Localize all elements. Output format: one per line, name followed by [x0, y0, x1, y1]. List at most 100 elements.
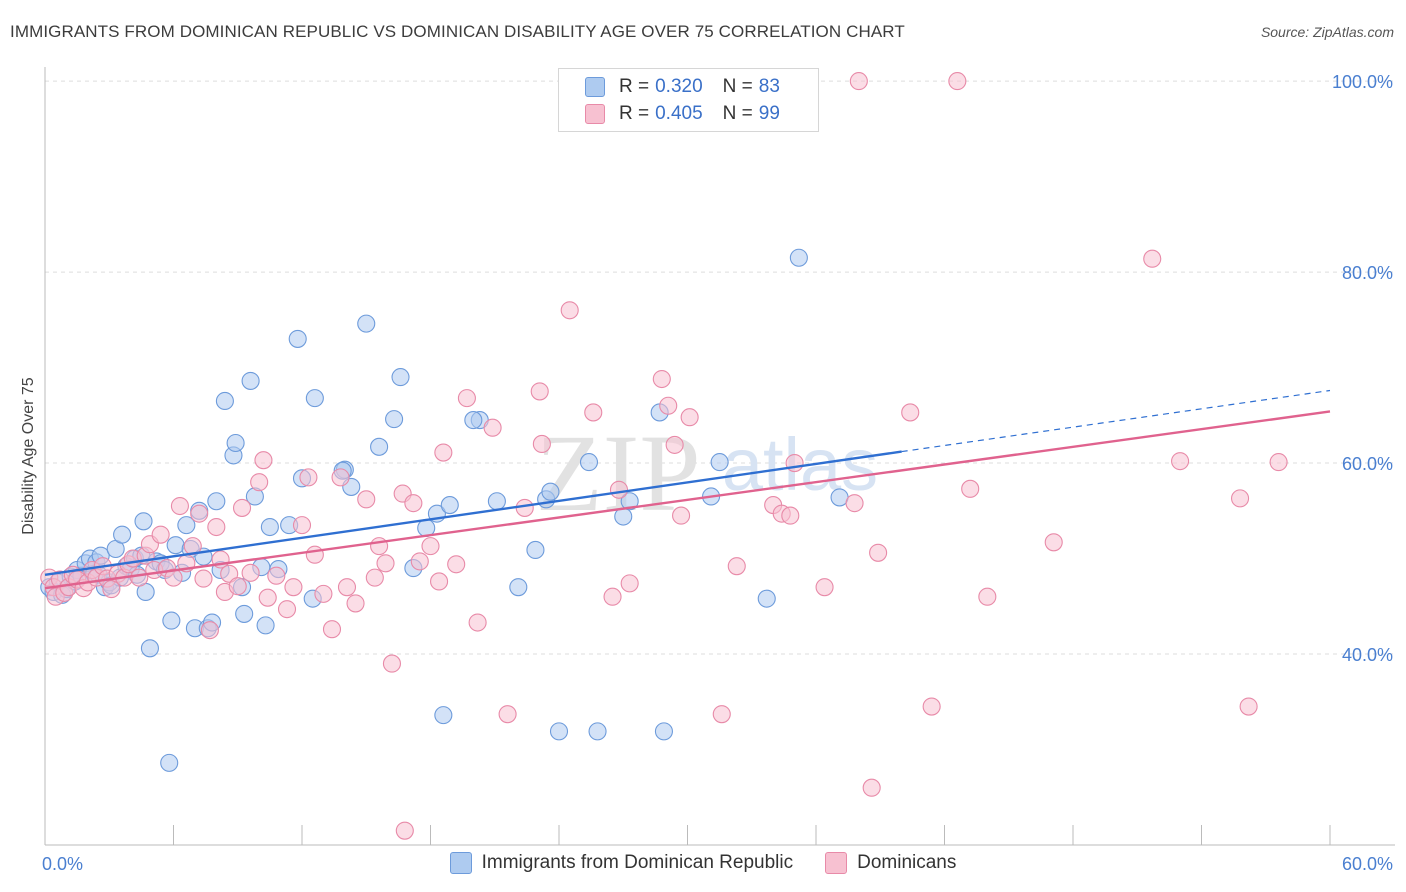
point-immigrants [134, 512, 153, 531]
legend-row-blue: R = 0.320 N = 83 [585, 75, 780, 99]
point-dominicans [1269, 453, 1288, 472]
point-dominicans [346, 594, 365, 613]
point-immigrants [487, 492, 506, 511]
legend-label-dominicans: Dominicans [857, 852, 957, 873]
legend-swatch-blue [585, 77, 605, 97]
point-dominicans [421, 537, 440, 556]
legend-r-value: 0.320 [655, 76, 703, 97]
point-dominicans [1143, 249, 1162, 268]
y-tick-label: 40.0% [1342, 645, 1393, 665]
point-dominicans [1239, 697, 1258, 716]
point-dominicans [609, 480, 629, 499]
point-dominicans [948, 72, 967, 91]
y-tick-label: 80.0% [1342, 263, 1393, 283]
point-dominicans [190, 504, 209, 523]
point-dominicans [314, 584, 333, 603]
point-dominicans [331, 468, 350, 487]
point-immigrants [160, 753, 179, 772]
watermark: ZIP atlas [536, 412, 879, 534]
point-immigrants [579, 453, 599, 472]
point-dominicans [430, 572, 449, 591]
point-dominicans [194, 569, 213, 588]
legend-item-immigrants[interactable]: Immigrants from Dominican Republic [449, 852, 794, 874]
source-label: Source: ZipAtlas.com [1260, 24, 1394, 40]
point-immigrants [654, 722, 673, 741]
point-dominicans [207, 517, 226, 537]
legend-label-immigrants: Immigrants from Dominican Republic [481, 852, 794, 873]
point-immigrants [260, 517, 279, 537]
point-dominicans [515, 498, 534, 517]
point-dominicans [151, 525, 170, 544]
legend-swatch-blue [449, 852, 472, 874]
point-dominicans [250, 473, 269, 492]
point-dominicans [337, 578, 357, 597]
point-immigrants [370, 437, 389, 456]
point-dominicans [1231, 489, 1250, 508]
point-immigrants [241, 371, 260, 390]
point-dominicans [584, 403, 603, 422]
point-dominicans [620, 574, 639, 593]
point-dominicans [376, 554, 395, 573]
point-dominicans [457, 389, 476, 408]
chart-title: IMMIGRANTS FROM DOMINICAN REPUBLIC VS DO… [10, 22, 905, 41]
legend-r-label: R = [619, 76, 650, 97]
x-tick-label: 60.0% [1342, 854, 1393, 874]
point-dominicans [284, 578, 303, 597]
axes [44, 67, 1395, 846]
point-immigrants [464, 411, 483, 430]
legend-n-value: 83 [758, 76, 780, 97]
legend-n-value: 99 [758, 103, 780, 124]
point-dominicans [200, 621, 219, 640]
point-dominicans [365, 568, 384, 587]
trend-line-dominicans [44, 410, 1331, 590]
legend-swatch-pink [825, 852, 848, 874]
point-dominicans [532, 434, 551, 454]
point-dominicans [560, 301, 579, 320]
point-dominicans [299, 468, 318, 487]
point-immigrants [541, 482, 560, 501]
point-dominicans [530, 382, 549, 401]
point-immigrants [235, 604, 254, 623]
point-immigrants [177, 516, 196, 535]
legend-item-dominicans[interactable]: Dominicans [825, 852, 956, 874]
point-immigrants [226, 433, 245, 453]
point-immigrants [357, 314, 376, 333]
point-dominicans [659, 396, 678, 415]
point-dominicans [978, 587, 997, 606]
y-tick-label: 100.0% [1332, 72, 1393, 92]
point-immigrants [588, 722, 607, 741]
point-immigrants [166, 536, 185, 555]
trend-line-immigrants [44, 450, 902, 576]
point-dominicans [267, 566, 286, 585]
point-dominicans [862, 778, 881, 797]
point-immigrants [256, 616, 275, 635]
point-dominicans [849, 72, 868, 91]
trend-lines [44, 389, 1331, 590]
point-immigrants [288, 329, 307, 348]
point-dominicans [652, 369, 671, 389]
point-dominicans [305, 545, 324, 564]
point-dominicans [901, 403, 920, 422]
point-dominicans [322, 620, 342, 639]
point-dominicans [410, 552, 429, 571]
series-immigrants-points [40, 248, 849, 772]
point-immigrants [440, 496, 459, 515]
point-dominicans [712, 705, 731, 724]
legend-swatch-pink [585, 104, 605, 124]
point-dominicans [241, 563, 260, 582]
point-dominicans [727, 557, 746, 576]
point-immigrants [710, 453, 729, 472]
point-dominicans [395, 821, 414, 840]
point-dominicans [1171, 452, 1190, 471]
point-dominicans [370, 537, 389, 556]
legend-r-value: 0.405 [655, 103, 703, 124]
point-dominicans [498, 705, 517, 724]
point-dominicans [254, 451, 273, 470]
point-dominicans [170, 496, 189, 516]
point-dominicans [357, 490, 376, 509]
point-dominicans [404, 494, 423, 513]
point-immigrants [391, 368, 410, 387]
point-dominicans [483, 418, 502, 437]
point-immigrants [113, 525, 132, 544]
point-dominicans [382, 654, 402, 673]
